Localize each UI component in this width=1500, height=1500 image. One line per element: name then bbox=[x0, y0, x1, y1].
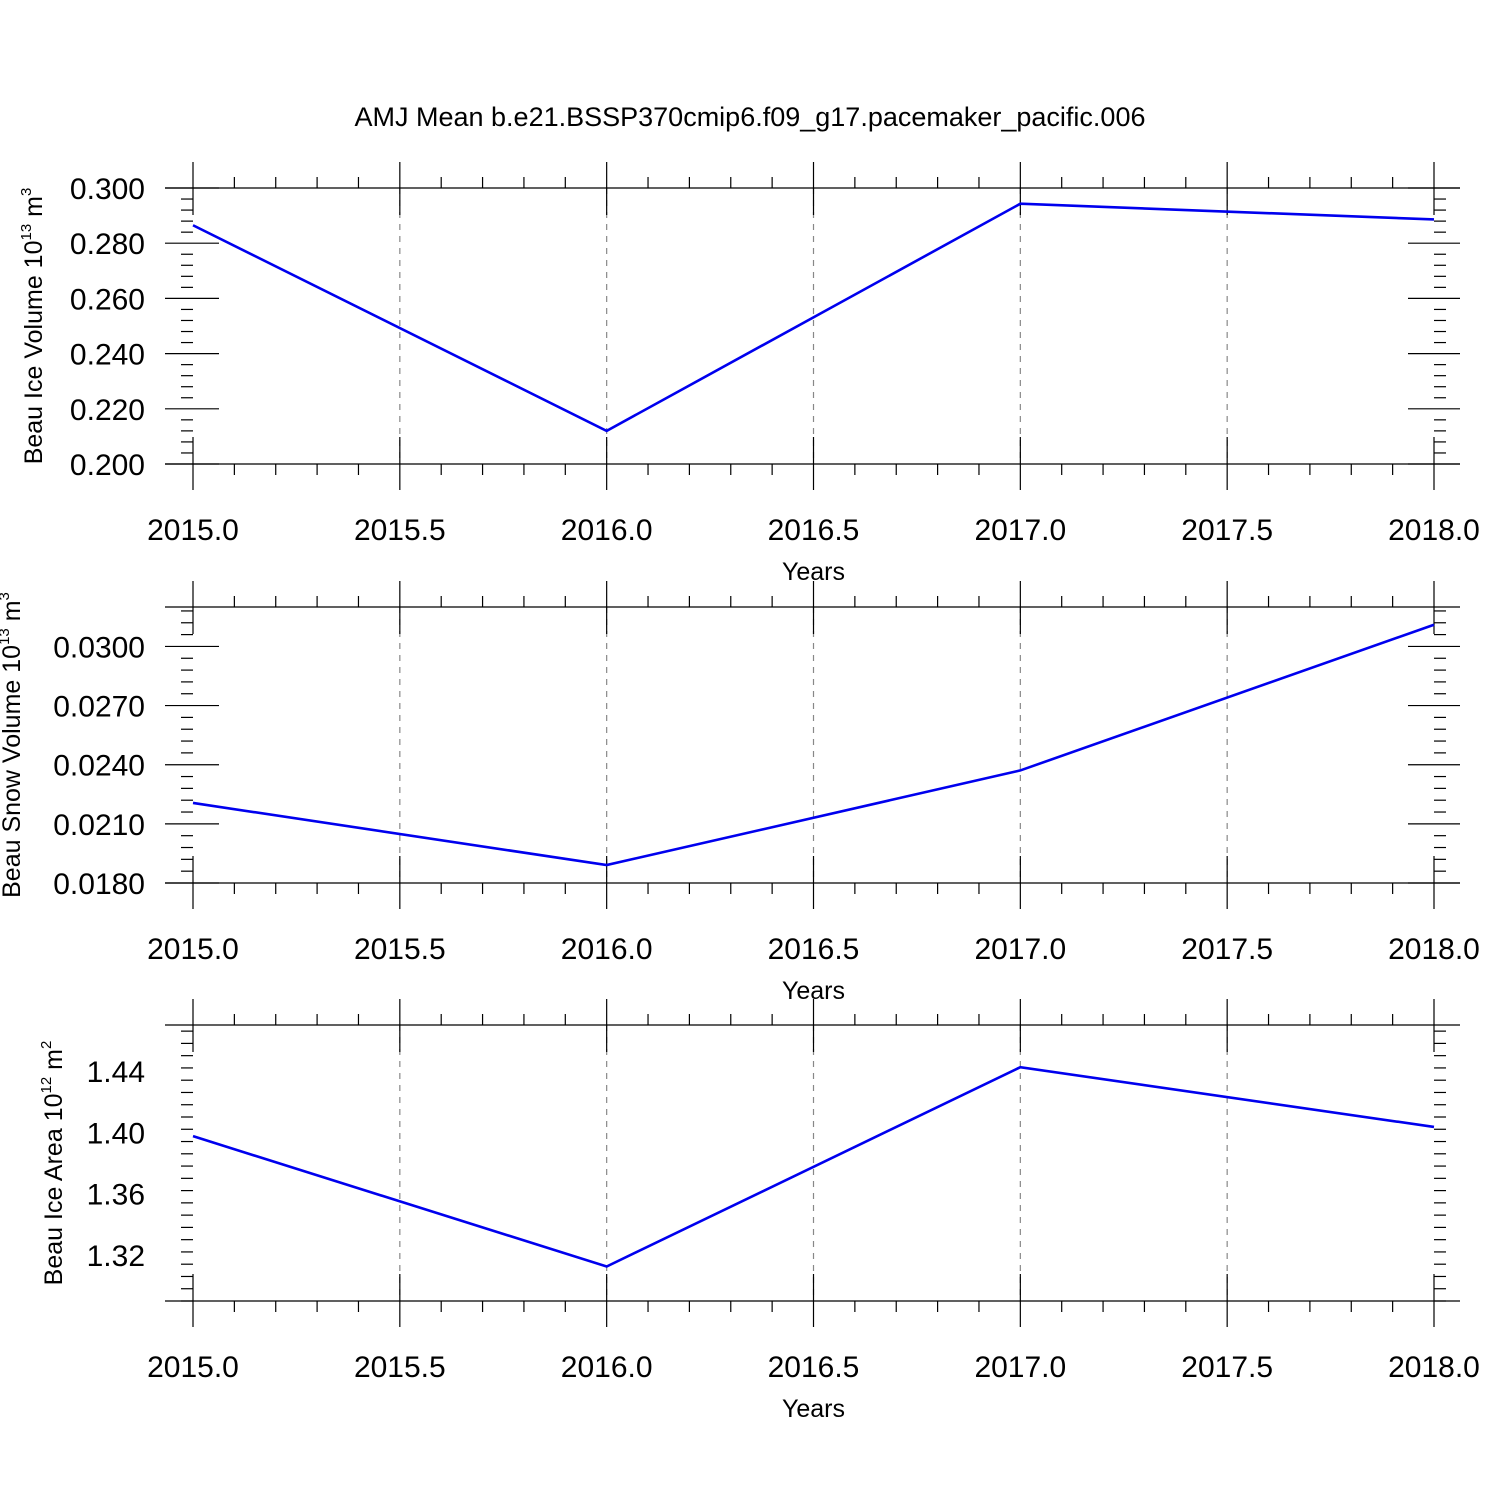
y-tick-label: 0.0270 bbox=[53, 691, 145, 724]
x-tick-label: 2017.0 bbox=[974, 514, 1066, 547]
chart-panel-3: 1.32 1.36 1.40 1.44 2015.0 2015.5 2016.0 2016.5… bbox=[38, 999, 1480, 1423]
y-tick-label: 0.200 bbox=[70, 449, 145, 482]
y-tick-label: 1.44 bbox=[87, 1056, 145, 1089]
y-axis-title: Beau Ice Volume 1013 m3 bbox=[18, 188, 48, 465]
y-tick-label: 1.40 bbox=[87, 1117, 145, 1150]
y-tick-label: 0.220 bbox=[70, 394, 145, 427]
x-tick-label: 2015.5 bbox=[354, 933, 446, 966]
x-tick-label: 2016.0 bbox=[561, 514, 653, 547]
y-tick-label: 0.300 bbox=[70, 173, 145, 206]
y-tick-label: 0.0210 bbox=[53, 809, 145, 842]
y-tick-label: 1.36 bbox=[87, 1179, 145, 1212]
x-tick-label: 2016.0 bbox=[561, 933, 653, 966]
x-tick-label: 2017.5 bbox=[1181, 1351, 1273, 1384]
x-tick-label: 2015.0 bbox=[147, 933, 239, 966]
x-tick-label: 2015.0 bbox=[147, 514, 239, 547]
y-tick-label: 0.280 bbox=[70, 228, 145, 261]
chart-panel-2: 0.0180 0.0210 0.0240 0.0270 0.0300 2015.0 2015… bbox=[0, 581, 1480, 1005]
y-tick-label: 1.32 bbox=[87, 1240, 145, 1273]
x-tick-label: 2018.0 bbox=[1388, 933, 1480, 966]
x-tick-label: 2015.5 bbox=[354, 514, 446, 547]
y-axis-title: Beau Snow Volume 1013 m3 bbox=[0, 592, 26, 898]
x-tick-label: 2016.0 bbox=[561, 1351, 653, 1384]
y-tick-label: 0.0300 bbox=[53, 631, 145, 664]
y-tick-label: 0.260 bbox=[70, 283, 145, 316]
y-tick-label: 0.0180 bbox=[53, 868, 145, 901]
x-tick-label: 2017.5 bbox=[1181, 514, 1273, 547]
x-tick-label: 2018.0 bbox=[1388, 1351, 1480, 1384]
series-line bbox=[192, 1065, 1435, 1268]
chart-panel-1: 0.200 0.220 0.240 0.260 0.280 0.300 2015.0 2015… bbox=[18, 162, 1480, 586]
series-line bbox=[192, 202, 1435, 433]
x-tick-label: 2018.0 bbox=[1388, 514, 1480, 547]
x-tick-label: 2016.5 bbox=[768, 1351, 860, 1384]
x-tick-label: 2016.5 bbox=[768, 514, 860, 547]
series-line bbox=[192, 623, 1435, 867]
x-tick-label: 2017.0 bbox=[974, 933, 1066, 966]
y-tick-label: 0.0240 bbox=[53, 750, 145, 783]
x-tick-label: 2015.0 bbox=[147, 1351, 239, 1384]
x-tick-label: 2015.5 bbox=[354, 1351, 446, 1384]
chart-title: AMJ Mean b.e21.BSSP370cmip6.f09_g17.pace… bbox=[355, 102, 1146, 132]
x-tick-label: 2016.5 bbox=[768, 933, 860, 966]
y-axis-title: Beau Ice Area 1012 m2 bbox=[38, 1041, 68, 1286]
y-tick-label: 0.240 bbox=[70, 339, 145, 372]
x-axis-title: Years bbox=[782, 1395, 845, 1423]
x-tick-label: 2017.0 bbox=[974, 1351, 1066, 1384]
x-tick-label: 2017.5 bbox=[1181, 933, 1273, 966]
